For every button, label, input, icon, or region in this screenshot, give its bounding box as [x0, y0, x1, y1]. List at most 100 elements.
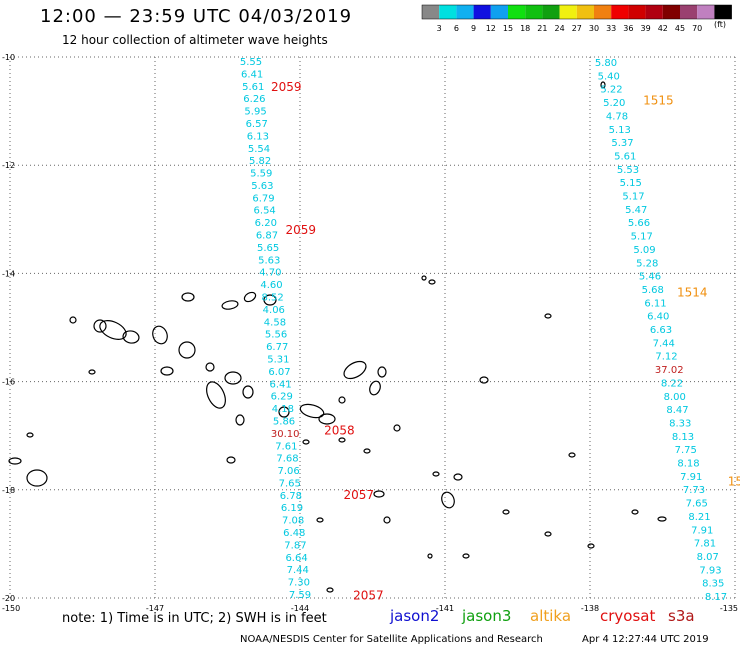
lat-tick-label: -14 — [2, 269, 15, 278]
island-outline — [299, 403, 325, 419]
colorbar-tick-label: 21 — [537, 24, 547, 33]
wave-height-value: 7.65 — [686, 499, 708, 510]
island-outline — [26, 432, 34, 438]
colorbar-swatch — [714, 5, 732, 19]
wave-height-value: 7.65 — [279, 478, 301, 489]
wave-height-value: 6.26 — [243, 94, 265, 105]
wave-height-value: 5.82 — [249, 156, 271, 167]
island-outline — [206, 381, 226, 409]
wave-height-value: 7.81 — [694, 539, 716, 550]
wave-height-value: 5.09 — [633, 245, 655, 256]
wave-height-value: 4.70 — [259, 268, 281, 279]
axis-tick-labels: -10 -12 -14 -16 -18 -20-150 -147 -144 -141 -138 -1… — [2, 53, 738, 613]
lon-tick-label: -147 — [146, 604, 164, 613]
wave-height-value: 7.30 — [288, 578, 310, 589]
colorbar-frame — [421, 4, 732, 20]
island-outlines — [8, 81, 667, 593]
island-outline — [242, 385, 254, 399]
pass-time-label: 2059 — [286, 223, 317, 237]
wave-height-value: 7.12 — [655, 352, 677, 363]
colorbar-legend: 3 6 9 12 15 18 21 24 27 30 33 36 39 42 45 70 — [421, 4, 732, 33]
colorbar-unit: (ft) — [714, 20, 727, 29]
island-outline — [205, 362, 215, 372]
lon-tick-label: -138 — [581, 604, 599, 613]
colorbar-swatch — [628, 5, 646, 19]
wave-height-value: 4.78 — [606, 111, 628, 122]
island-outline — [226, 456, 236, 464]
colorbar-swatch — [439, 5, 457, 19]
wave-height-value: 5.65 — [257, 243, 279, 254]
wave-height-value: 5.15 — [620, 178, 642, 189]
island-outline — [544, 531, 552, 537]
island-outline — [93, 319, 107, 333]
wave-height-value: 7.68 — [276, 454, 298, 465]
island-outline — [393, 424, 401, 432]
wave-height-value: 8.47 — [666, 405, 688, 416]
footnote: note: 1) Time is in UTC; 2) SWH is in fe… — [62, 611, 327, 626]
island-outline — [235, 414, 245, 426]
wave-height-value: 8.13 — [672, 432, 694, 443]
island-outline — [479, 376, 489, 384]
wave-height-value: 6.63 — [650, 325, 672, 336]
island-outline — [657, 516, 667, 522]
wave-height-value: 5.55 — [240, 57, 262, 68]
island-outline — [122, 330, 140, 344]
island-outline — [178, 341, 196, 359]
wave-height-value: 5.66 — [628, 218, 650, 229]
island-outline — [224, 371, 242, 385]
island-outline — [318, 413, 336, 425]
island-outline — [441, 491, 455, 509]
wave-height-value: 4.58 — [264, 317, 286, 328]
wave-height-value: 5.17 — [631, 232, 653, 243]
pass-time-label: 2057 — [344, 488, 375, 502]
pass-time-label: 151 — [728, 475, 740, 489]
island-outline — [88, 369, 96, 375]
lon-tick-label: -150 — [2, 604, 20, 613]
lat-tick-label: -16 — [2, 378, 15, 387]
island-outline — [338, 396, 346, 404]
wave-height-value: 6.29 — [271, 392, 293, 403]
wave-height-value: 7.75 — [675, 445, 697, 456]
lat-tick-label: -10 — [2, 53, 15, 62]
colorbar-swatch — [680, 5, 698, 19]
wave-height-value: 5.46 — [639, 272, 661, 283]
wave-height-value: 5.31 — [267, 354, 289, 365]
wave-height-value: 7.91 — [691, 525, 713, 536]
island-outline — [568, 452, 576, 458]
wave-height-value: 6.48 — [283, 528, 305, 539]
island-outline — [152, 325, 168, 345]
pass-time-label: 2057 — [353, 588, 384, 602]
wave-height-value: 5.80 — [595, 58, 617, 69]
wave-height-value: 7.61 — [275, 441, 297, 452]
island-outline — [99, 320, 127, 340]
wave-height-value: 5.63 — [258, 255, 280, 266]
island-outline — [263, 294, 277, 306]
colorbar-swatch — [645, 5, 663, 19]
wave-height-value: 5.63 — [251, 181, 273, 192]
wave-height-value: 4.60 — [260, 280, 282, 291]
lat-tick-label: -12 — [2, 161, 15, 170]
island-outline — [600, 81, 606, 89]
wave-height-value: 8.07 — [697, 552, 719, 563]
island-outline — [338, 437, 346, 443]
colorbar-swatch — [559, 5, 577, 19]
wave-height-value: 6.13 — [247, 131, 269, 142]
pass-time-label: 2059 — [271, 80, 302, 94]
wave-height-value: 8.52 — [262, 293, 284, 304]
wave-height-value: 5.37 — [611, 138, 633, 149]
wave-height-value: 5.13 — [609, 125, 631, 136]
wave-height-value: 5.68 — [642, 285, 664, 296]
wave-height-tracks: 5.556.415.616.265.956.576.135.545.825.59… — [240, 57, 727, 603]
island-outline — [502, 509, 510, 515]
wave-height-value: 6.11 — [644, 298, 666, 309]
island-outline — [316, 517, 324, 523]
colorbar-swatch — [611, 5, 629, 19]
wave-height-value: 5.22 — [600, 85, 622, 96]
colorbar-tick-label: 12 — [486, 24, 496, 33]
island-outline — [428, 279, 436, 285]
wave-height-value: 8.18 — [677, 459, 699, 470]
wave-height-value: 7.87 — [284, 540, 306, 551]
colorbar-tick-label: 39 — [641, 24, 651, 33]
generation-timestamp: Apr 4 12:27:44 UTC 2019 — [582, 634, 709, 645]
